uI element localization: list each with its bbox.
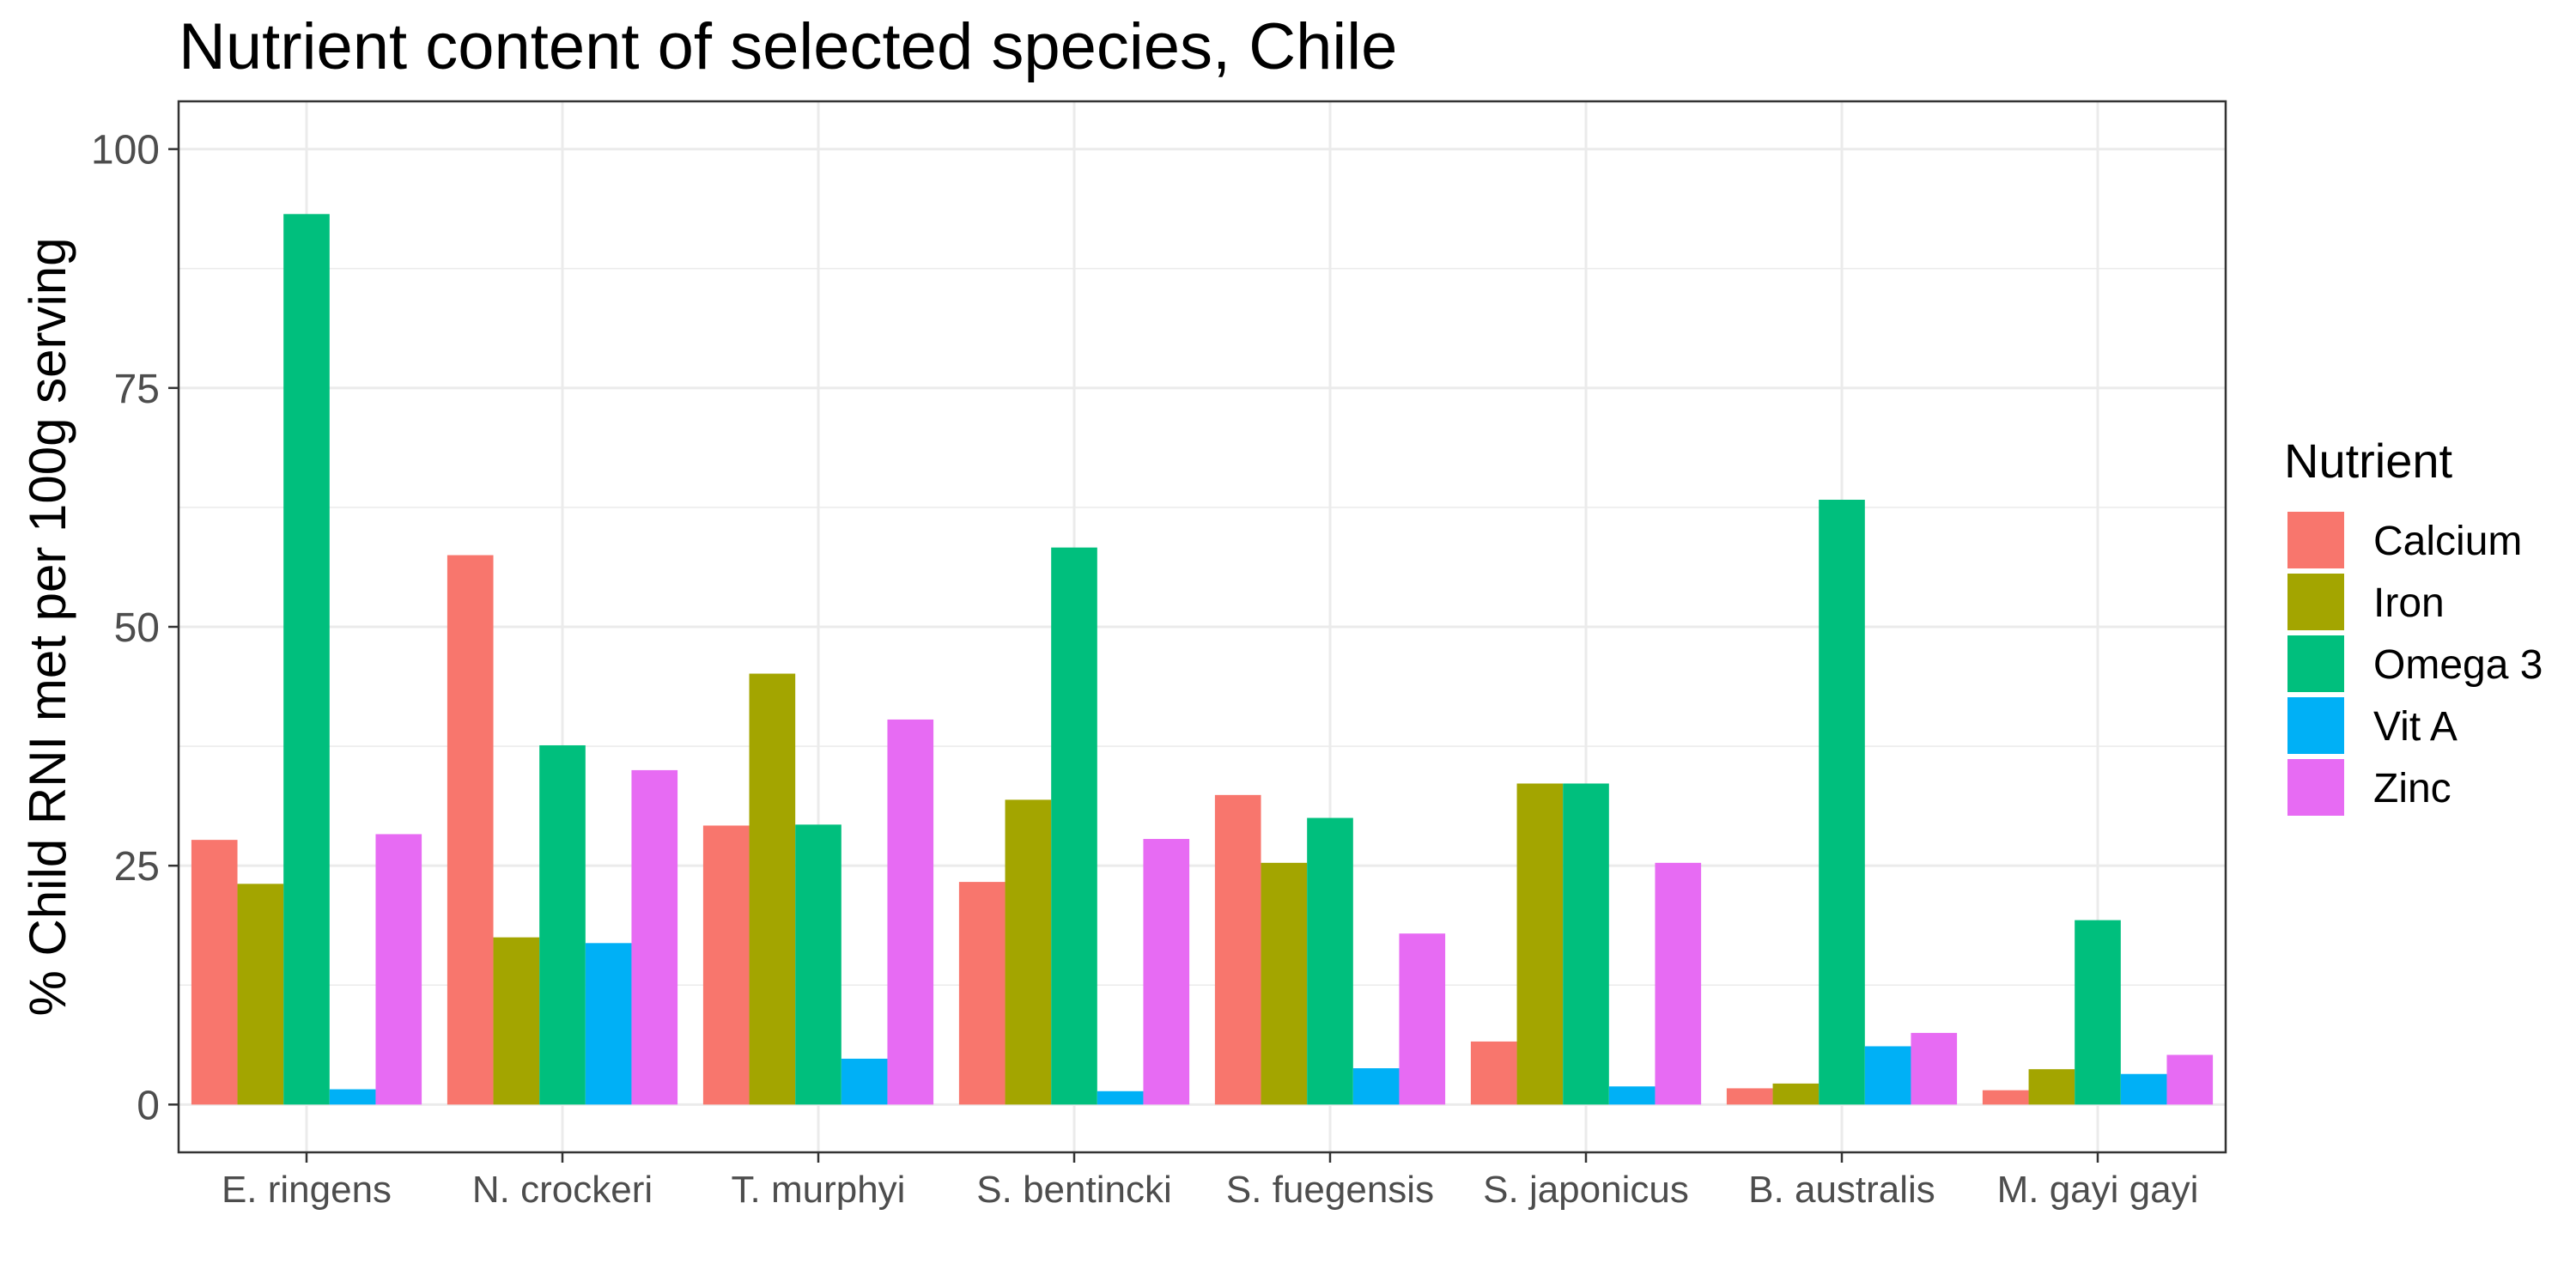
bar-zinc [631,769,678,1105]
bar-vit-a [1352,1068,1400,1105]
legend-key-vit-a [2287,697,2344,754]
x-tick-label: B. australis [1748,1169,1935,1211]
bar-iron [237,884,284,1105]
bar-zinc [1911,1032,1958,1105]
bar-omega-3 [1819,500,1865,1105]
bar-iron [1261,862,1308,1105]
legend-key-zinc [2287,759,2344,816]
bar-vit-a [329,1089,376,1105]
bar-omega-3 [1563,783,1609,1105]
bar-iron [1005,799,1052,1105]
x-axis-ticks: E. ringens N. crockeri T. murphyi S. bentin… [222,1152,2198,1211]
bar-vit-a [1097,1091,1144,1105]
legend-key-omega-3 [2287,635,2344,692]
legend-label: Omega 3 [2373,642,2543,688]
bar-calcium [1726,1088,1773,1105]
bar-omega-3 [1051,547,1097,1105]
y-axis-ticks: 0 25 50 75 100 [91,128,179,1128]
y-tick-label: 75 [114,367,160,412]
x-tick-label: N. crockeri [472,1169,653,1211]
x-tick-label: T. murphyi [732,1169,906,1211]
bar-calcium [191,840,238,1105]
bar-calcium [702,825,750,1105]
bar-calcium [1214,794,1261,1105]
bar-omega-3 [1307,817,1353,1105]
legend-title: Nutrient [2284,434,2453,488]
bar-vit-a [841,1058,888,1105]
y-axis-label: % Child RNI met per 100g serving [19,237,76,1016]
bar-iron [493,937,540,1105]
bar-zinc [375,834,422,1105]
bar-calcium [447,555,494,1105]
bar-iron [1772,1083,1820,1105]
legend-label: Iron [2373,580,2445,626]
bar-calcium [1982,1090,2029,1105]
bar-iron [2028,1069,2075,1105]
x-tick-label: S. japonicus [1483,1169,1689,1211]
legend-key-calcium [2287,512,2344,568]
bar-calcium [1470,1041,1517,1105]
legend-label: Zinc [2373,766,2451,811]
bar-zinc [887,719,934,1105]
bar-vit-a [1608,1086,1656,1105]
bar-calcium [958,882,1005,1105]
bar-zinc [1655,862,1702,1105]
chart-title: Nutrient content of selected species, Ch… [179,10,1398,83]
legend-label: Vit A [2373,704,2458,750]
bar-omega-3 [539,744,586,1105]
bar-iron [749,673,796,1105]
y-tick-label: 50 [114,605,160,651]
legend: Nutrient Calcium Iron Omega 3 Vit A Zinc [2284,434,2543,816]
bar-iron [1516,783,1564,1105]
x-tick-label: S. fuegensis [1226,1169,1434,1211]
bar-vit-a [585,943,632,1105]
legend-label: Calcium [2373,519,2522,564]
bar-zinc [1399,933,1446,1105]
bar-zinc [2166,1054,2214,1105]
y-tick-label: 100 [91,128,160,173]
x-tick-label: S. bentincki [976,1169,1171,1211]
legend-key-iron [2287,574,2344,630]
bar-zinc [1143,839,1190,1105]
bar-vit-a [2120,1073,2167,1105]
bar-omega-3 [795,824,841,1105]
bar-omega-3 [283,214,330,1105]
x-tick-label: E. ringens [222,1169,392,1211]
y-tick-label: 0 [137,1083,160,1128]
bars [191,214,2214,1105]
bar-vit-a [1864,1046,1911,1105]
y-tick-label: 25 [114,844,160,890]
bar-omega-3 [2075,920,2121,1105]
x-tick-label: M. gayi gayi [1997,1169,2199,1211]
